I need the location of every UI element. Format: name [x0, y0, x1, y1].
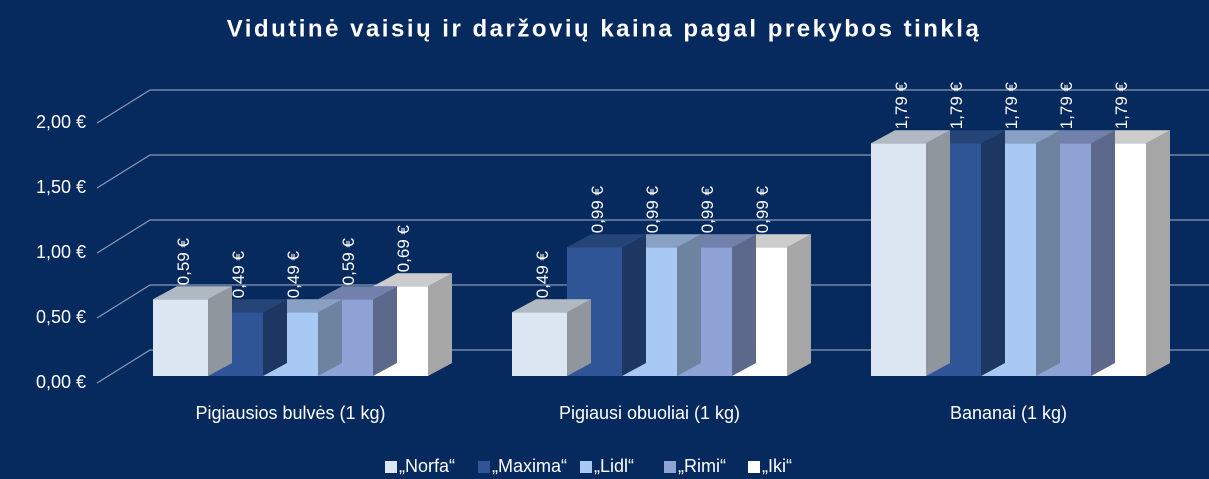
- bar-side: [1146, 130, 1170, 376]
- bar: [512, 312, 567, 376]
- data-label: 0,69 €: [394, 224, 413, 272]
- data-label: 0,59 €: [174, 237, 193, 285]
- data-label: 0,49 €: [229, 250, 248, 298]
- bar-side-shade: [1146, 130, 1170, 376]
- bar-side-shade: [428, 273, 452, 376]
- y-tick-label: 2,00 €: [36, 112, 86, 132]
- x-tick-label: Bananai (1 kg): [950, 403, 1067, 423]
- x-tick-label: Pigiausios bulvės (1 kg): [195, 403, 385, 423]
- y-tick-label: 1,00 €: [36, 242, 86, 262]
- grid-line: [96, 219, 1209, 254]
- bar-side: [1091, 130, 1115, 376]
- bar-side-shade: [787, 234, 811, 376]
- data-label: 1,79 €: [892, 81, 911, 129]
- bar: [153, 299, 208, 376]
- bar-side-shade: [677, 234, 701, 376]
- legend-swatch: [664, 461, 676, 473]
- data-label: 0,59 €: [339, 237, 358, 285]
- legend-label: „Norfa“: [399, 456, 455, 476]
- legend-label: „Rimi“: [678, 456, 726, 476]
- bar-top-shade: [871, 130, 950, 144]
- bar-top-shade: [373, 273, 452, 287]
- bar-top: [318, 286, 397, 300]
- data-label: 1,79 €: [1002, 81, 1021, 129]
- bar-side-shade: [1091, 130, 1115, 376]
- bar-top: [153, 286, 232, 300]
- bar-side: [567, 299, 591, 376]
- bar-side-shade: [1036, 130, 1060, 376]
- bar-side: [787, 234, 811, 376]
- bar-side-shade: [567, 299, 591, 376]
- bar-side: [428, 273, 452, 376]
- bar-side: [208, 286, 232, 376]
- legend-swatch: [748, 461, 760, 473]
- bar-side: [732, 234, 756, 376]
- x-tick-label: Pigiausi obuoliai (1 kg): [559, 403, 740, 423]
- chart-title: Vidutinė vaisių ir daržovių kaina pagal …: [227, 15, 982, 42]
- data-label: 1,79 €: [1057, 81, 1076, 129]
- y-tick-label: 0,00 €: [36, 372, 86, 392]
- bar-side: [677, 234, 701, 376]
- data-label: 0,99 €: [588, 185, 607, 233]
- legend-label: „Maxima“: [492, 456, 567, 476]
- bar-group: [318, 286, 397, 376]
- bar-side-shade: [622, 234, 646, 376]
- legend-swatch: [385, 461, 397, 473]
- data-label: 0,99 €: [643, 185, 662, 233]
- legend-swatch: [478, 461, 490, 473]
- bar-side-shade: [981, 130, 1005, 376]
- legend-swatch: [580, 461, 592, 473]
- bar-top-shade: [153, 286, 232, 300]
- data-label: 0,49 €: [284, 250, 303, 298]
- bar-side-shade: [318, 299, 342, 376]
- data-label: 0,99 €: [698, 185, 717, 233]
- bar-top-shade: [318, 286, 397, 300]
- bar-side: [373, 286, 397, 376]
- bar-top: [373, 273, 452, 287]
- data-label: 1,79 €: [1112, 81, 1131, 129]
- bar-side: [926, 130, 950, 376]
- grid-line: [96, 89, 1209, 124]
- bar-side-shade: [732, 234, 756, 376]
- bar-top: [512, 299, 591, 313]
- bar-side-shade: [263, 299, 287, 376]
- bar-group: [567, 234, 646, 376]
- bar-side: [1036, 130, 1060, 376]
- bar: [871, 143, 926, 376]
- bar-top: [567, 234, 646, 248]
- bar-side: [318, 299, 342, 376]
- bar-group: [153, 286, 232, 376]
- bar-side: [622, 234, 646, 376]
- grid-line: [96, 349, 1209, 384]
- bar-side: [981, 130, 1005, 376]
- y-tick-label: 0,50 €: [36, 307, 86, 327]
- bar-group: [512, 299, 591, 376]
- data-label: 0,99 €: [753, 185, 772, 233]
- data-label: 0,49 €: [533, 250, 552, 298]
- bar-side-shade: [208, 286, 232, 376]
- legend-label: „Lidl“: [594, 456, 634, 476]
- y-tick-label: 1,50 €: [36, 177, 86, 197]
- bar-side-shade: [373, 286, 397, 376]
- bar-top: [871, 130, 950, 144]
- bar-top-shade: [512, 299, 591, 313]
- grid-line: [96, 284, 1209, 319]
- grid-line: [96, 154, 1209, 189]
- bar-side-shade: [926, 130, 950, 376]
- data-label: 1,79 €: [947, 81, 966, 129]
- bar-side: [263, 299, 287, 376]
- bar-group: [871, 130, 950, 376]
- legend-label: „Iki“: [762, 456, 792, 476]
- bar-top-shade: [567, 234, 646, 248]
